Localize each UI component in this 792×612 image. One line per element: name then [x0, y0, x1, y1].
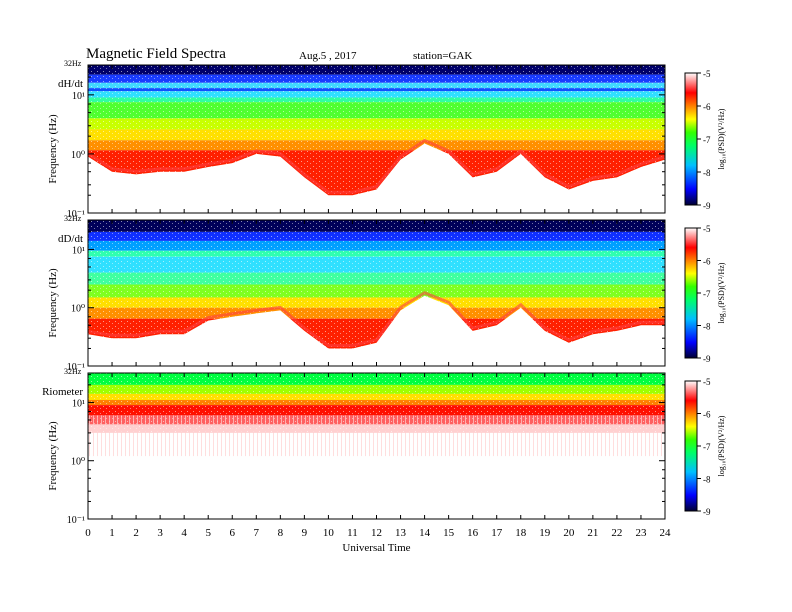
x-tick-label: 12 — [371, 527, 382, 539]
colorbar-label: log₁₀(PSD)(V²/Hz) — [717, 262, 726, 323]
x-tick-label: 19 — [539, 527, 551, 539]
top-frequency-label: 32Hz — [64, 59, 82, 68]
x-tick-label: 8 — [278, 527, 284, 539]
x-tick-label: 20 — [563, 527, 575, 539]
page-title: Magnetic Field Spectra — [86, 46, 226, 62]
x-tick-label: 5 — [205, 527, 211, 539]
x-axis-label: Universal Time — [342, 542, 410, 554]
y-axis-label: Frequency (Hz) — [47, 268, 59, 338]
y-tick-label: 10⁰ — [71, 457, 85, 468]
colorbar-label: log₁₀(PSD)(V²/Hz) — [717, 415, 726, 476]
x-tick-label: 15 — [443, 527, 455, 539]
colorbar — [684, 227, 698, 359]
x-tick-label: 14 — [419, 527, 431, 539]
x-tick-label: 4 — [181, 527, 187, 539]
colorbar-label: log₁₀(PSD)(V²/Hz) — [717, 108, 726, 169]
y-tick-label: 10⁰ — [71, 150, 85, 161]
colorbar-tick-label: -8 — [703, 322, 711, 332]
x-tick-label: 0 — [85, 527, 91, 539]
x-tick-label: 7 — [254, 527, 260, 539]
x-tick-label: 22 — [611, 527, 622, 539]
colorbar-tick-label: -7 — [703, 442, 711, 452]
x-tick-label: 23 — [635, 527, 647, 539]
date-label: Aug.5 , 2017 — [299, 50, 357, 62]
panel-label: dH/dt — [58, 78, 83, 90]
colorbar-tick-label: -9 — [703, 201, 711, 211]
x-tick-label: 2 — [133, 527, 139, 539]
y-tick-label: 10⁰ — [71, 304, 85, 315]
colorbar-tick-label: -8 — [703, 475, 711, 485]
x-tick-label: 6 — [230, 527, 236, 539]
y-tick-label: 10⁻¹ — [67, 515, 85, 526]
panel-label: dD/dt — [58, 233, 83, 245]
colorbar-tick-label: -6 — [703, 257, 711, 267]
x-tick-label: 21 — [587, 527, 598, 539]
colorbar-tick-label: -9 — [703, 354, 711, 364]
y-tick-label: 10⁻¹ — [67, 362, 85, 373]
x-tick-label: 24 — [660, 527, 672, 539]
colorbar-tick-label: -5 — [703, 377, 711, 387]
y-axis-label: Frequency (Hz) — [47, 421, 59, 491]
riometer-streaks — [88, 415, 665, 457]
colorbar — [684, 72, 698, 206]
x-tick-label: 9 — [302, 527, 308, 539]
colorbar-tick-label: -6 — [703, 410, 711, 420]
x-tick-label: 10 — [323, 527, 335, 539]
y-axis-label: Frequency (Hz) — [47, 114, 59, 184]
colorbar-tick-label: -6 — [703, 102, 711, 112]
top-frequency-label: 32Hz — [64, 367, 82, 376]
x-tick-label: 11 — [347, 527, 358, 539]
colorbar-tick-label: -5 — [703, 224, 711, 234]
station-label: station=GAK — [413, 50, 473, 62]
x-tick-label: 17 — [491, 527, 503, 539]
colorbar-tick-label: -5 — [703, 69, 711, 79]
top-frequency-label: 32Hz — [64, 214, 82, 223]
noise-floor-region — [88, 295, 665, 366]
y-tick-label: 10¹ — [72, 91, 85, 102]
noise-floor-edge — [87, 291, 665, 347]
noise-floor-edge — [87, 138, 666, 194]
y-tick-label: 10¹ — [72, 245, 85, 256]
colorbar — [684, 380, 698, 512]
y-tick-label: 10⁻¹ — [67, 209, 85, 220]
x-tick-label: 18 — [515, 527, 527, 539]
colorbar-tick-label: -9 — [703, 507, 711, 517]
panel-label: Riometer — [42, 386, 83, 398]
colorbar-tick-label: -7 — [703, 135, 711, 145]
x-tick-label: 13 — [395, 527, 407, 539]
noise-floor-region — [88, 143, 665, 213]
colorbar-tick-label: -7 — [703, 289, 711, 299]
x-tick-label: 16 — [467, 527, 479, 539]
x-tick-label: 3 — [157, 527, 163, 539]
x-tick-label: 1 — [109, 527, 115, 539]
y-tick-label: 10¹ — [72, 398, 85, 409]
colorbar-tick-label: -8 — [703, 168, 711, 178]
